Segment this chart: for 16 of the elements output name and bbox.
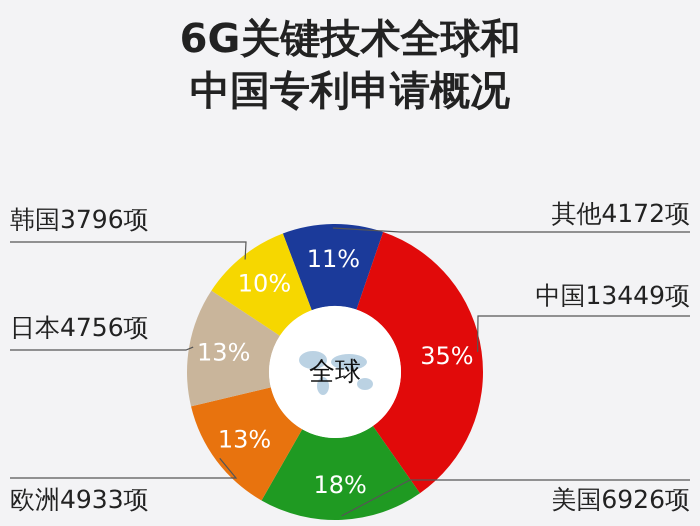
slice-label: 中国13449项 — [535, 281, 690, 310]
donut-slice — [187, 290, 280, 406]
donut-slice — [191, 387, 302, 500]
text: 全球 — [309, 357, 361, 387]
slice-label: 美国6926项 — [551, 485, 690, 514]
data-label: 18% — [314, 470, 367, 499]
slice-label: 其他4172项 — [551, 199, 690, 228]
slice-label: 欧洲4933项 — [10, 485, 149, 514]
slice-label: 韩国3796项 — [10, 205, 149, 234]
data-label: 13% — [218, 426, 272, 454]
data-label: 13% — [197, 338, 250, 366]
data-label: 35% — [420, 342, 474, 370]
data-label: 10% — [238, 270, 292, 298]
slice-label: 日本4756项 — [10, 313, 149, 342]
data-label: 11% — [306, 245, 360, 274]
chart-title: 6G关键技术全球和中国专利申请概况 — [180, 16, 520, 114]
